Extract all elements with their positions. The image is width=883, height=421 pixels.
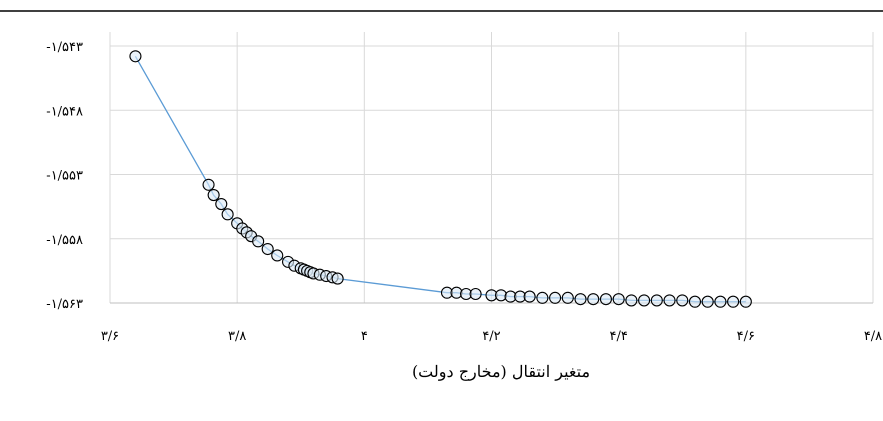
- data-point: [561, 291, 574, 304]
- data-point: [574, 293, 587, 306]
- data-point: [663, 294, 676, 307]
- data-point: [714, 295, 727, 308]
- data-point: [650, 294, 663, 307]
- data-point: [587, 293, 600, 306]
- y-tick-label: -۱/۵۶۳: [46, 297, 83, 312]
- data-point: [676, 294, 689, 307]
- data-point: [727, 295, 740, 308]
- x-tick-label: ۴/۶: [737, 329, 755, 344]
- y-tick-label: -۱/۵۴۸: [46, 104, 83, 119]
- data-markers: [129, 50, 752, 308]
- x-tick-label: ۴/۴: [609, 329, 627, 344]
- data-point: [625, 294, 638, 307]
- data-point: [215, 198, 228, 211]
- y-tick-labels: -۱/۵۴۳ -۱/۵۴۸ -۱/۵۵۳ -۱/۵۵۸ -۱/۵۶۳: [46, 40, 83, 312]
- x-tick-labels: ۳/۶ ۳/۸ ۴ ۴/۲ ۴/۴ ۴/۶ ۴/۸: [101, 329, 882, 344]
- data-point: [129, 50, 142, 63]
- x-axis-label: متغیر انتقال (مخارج دولت): [412, 362, 590, 381]
- data-point: [252, 235, 265, 248]
- series-line: [134, 55, 746, 303]
- data-point: [739, 295, 752, 308]
- data-point: [202, 178, 215, 191]
- data-point: [599, 293, 613, 306]
- y-tick-label: -۱/۵۵۸: [46, 233, 83, 248]
- x-tick-label: ۳/۸: [228, 329, 246, 344]
- x-tick-label: ۴: [361, 329, 368, 344]
- data-point: [271, 249, 284, 262]
- data-point: [207, 189, 220, 202]
- data-point: [331, 272, 344, 285]
- vertical-gridlines: [109, 32, 874, 303]
- data-point: [701, 295, 714, 308]
- data-point: [688, 295, 702, 308]
- data-point: [638, 294, 651, 307]
- x-tick-label: ۴/۲: [482, 329, 500, 344]
- data-point: [536, 291, 549, 304]
- data-point: [612, 293, 625, 306]
- data-point: [469, 287, 482, 301]
- y-tick-label: -۱/۵۴۳: [46, 40, 83, 55]
- data-point: [221, 208, 234, 221]
- x-tick-label: ۳/۶: [101, 329, 119, 344]
- x-tick-label: ۴/۸: [864, 329, 882, 344]
- data-point: [261, 242, 274, 256]
- data-point: [549, 291, 562, 304]
- y-tick-label: -۱/۵۵۳: [46, 169, 83, 184]
- data-point: [523, 290, 536, 303]
